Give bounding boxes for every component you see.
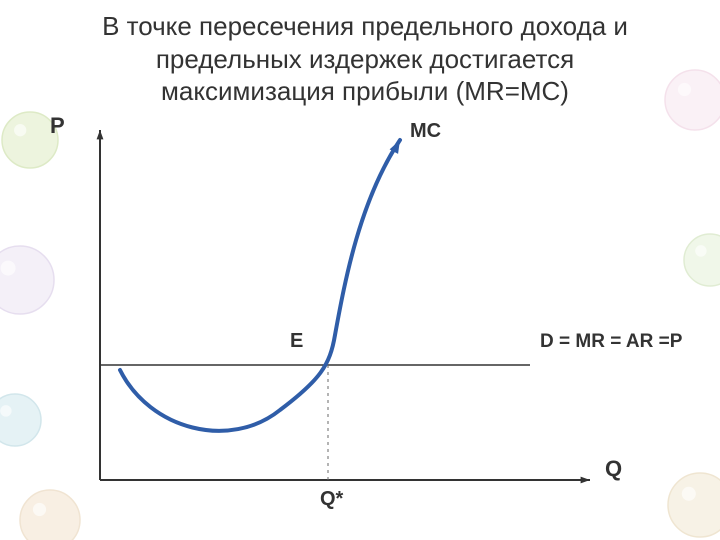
point-e-label: E xyxy=(290,330,303,353)
q-star-label: Q* xyxy=(320,488,343,511)
mc-label: MC xyxy=(410,120,441,143)
demand-eq-label: D = MR = AR =P xyxy=(540,331,682,353)
axis-label-p: P xyxy=(50,113,65,139)
axis-label-q: Q xyxy=(605,456,622,482)
